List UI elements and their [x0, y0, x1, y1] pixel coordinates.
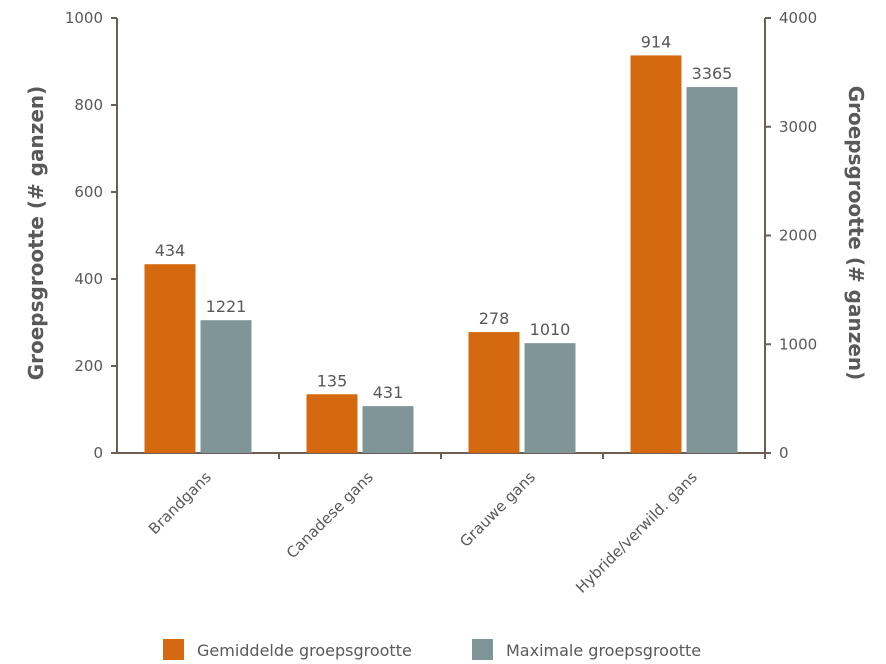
- bars: [144, 55, 738, 454]
- right-tick-label: 0: [779, 444, 789, 462]
- right-tick-label: 4000: [779, 9, 817, 27]
- category-label: Hybride/verwild. gans: [572, 468, 701, 597]
- category-label: Brandgans: [145, 468, 215, 538]
- right-axis-title: Groepsgrootte (# ganzen): [844, 86, 868, 381]
- category-label: Canadese gans: [283, 468, 377, 562]
- bar-value-label: 135: [317, 371, 348, 390]
- bar-series-2: [524, 343, 576, 453]
- left-tick-label: 600: [74, 183, 103, 201]
- bar-series-1: [306, 394, 358, 453]
- right-tick-label: 2000: [779, 227, 817, 245]
- bar-series-2: [686, 87, 738, 454]
- left-axis-title: Groepsgrootte (# ganzen): [24, 86, 48, 381]
- left-axis-ticks: 0 200 400 600 800 1000: [65, 9, 117, 462]
- legend-swatch-series-1: [163, 639, 184, 660]
- right-tick-label: 3000: [779, 118, 817, 136]
- bar-series-2: [362, 406, 414, 453]
- data-labels: 434 1221 135 431 278 1010 914 3365: [155, 32, 733, 402]
- legend-label-series-2: Maximale groepsgrootte: [506, 641, 701, 660]
- bar-value-label: 1221: [206, 297, 247, 316]
- left-tick-label: 200: [74, 357, 103, 375]
- bar-value-label: 1010: [530, 320, 571, 339]
- legend: Gemiddelde groepsgrootte Maximale groeps…: [163, 639, 701, 660]
- left-tick-label: 800: [74, 96, 103, 114]
- left-tick-label: 1000: [65, 9, 103, 27]
- category-labels: Brandgans Canadese gans Grauwe gans Hybride…: [145, 453, 766, 597]
- legend-label-series-1: Gemiddelde groepsgrootte: [197, 641, 412, 660]
- bar-series-1: [144, 264, 196, 453]
- bar-value-label: 431: [373, 383, 404, 402]
- left-tick-label: 400: [74, 270, 103, 288]
- bar-value-label: 278: [479, 309, 510, 328]
- legend-swatch-series-2: [472, 639, 493, 660]
- bar-series-2: [200, 320, 252, 453]
- bar-value-label: 914: [641, 32, 672, 51]
- bar-series-1: [630, 55, 682, 453]
- category-label: Grauwe gans: [456, 468, 539, 551]
- bar-series-1: [468, 332, 520, 453]
- left-tick-label: 0: [93, 444, 103, 462]
- right-axis-ticks: 0 1000 2000 3000 4000: [765, 9, 817, 462]
- bar-value-label: 434: [155, 241, 186, 260]
- right-tick-label: 1000: [779, 335, 817, 353]
- bar-value-label: 3365: [692, 64, 733, 83]
